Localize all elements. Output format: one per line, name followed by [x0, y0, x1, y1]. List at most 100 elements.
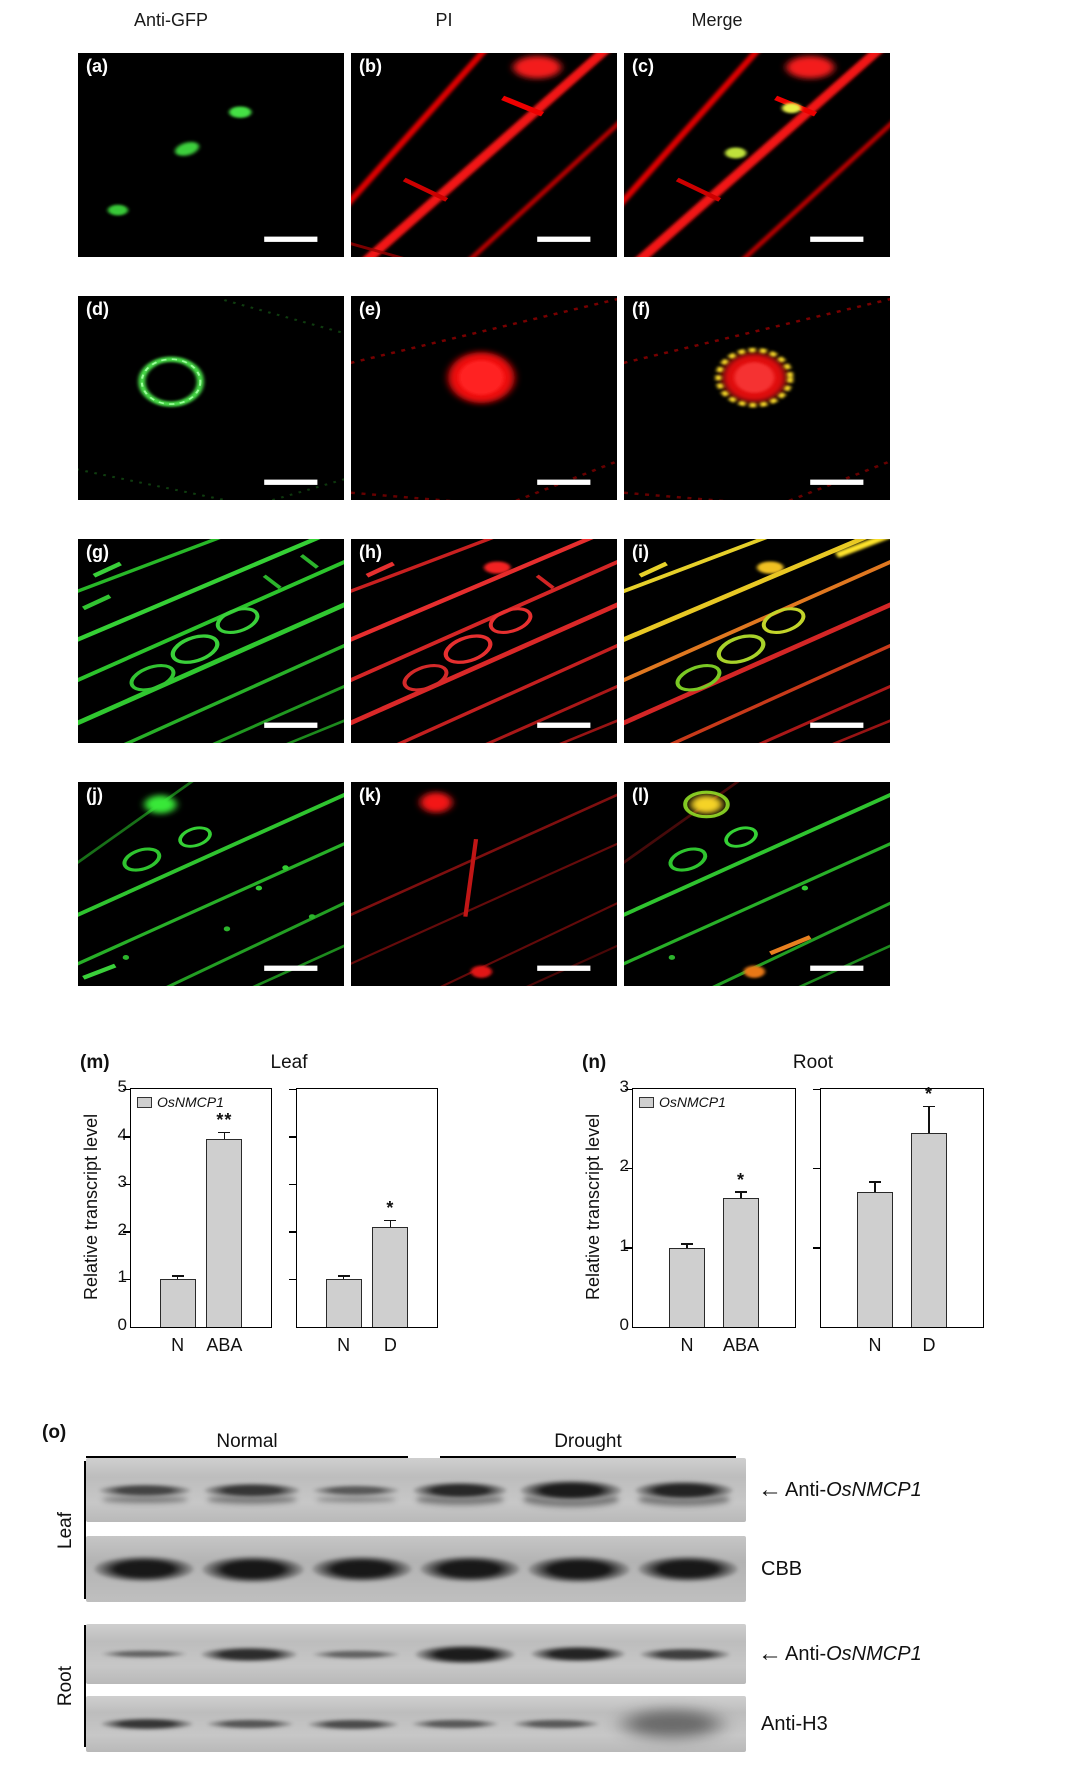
blot-band: [412, 1719, 499, 1729]
charts-row: (m) Leaf Relative transcript level 0 1 2 3 4…: [40, 1036, 1080, 1378]
y-axis-ticks: 0 1 2 3 4 5: [104, 1077, 130, 1334]
side-label-leaf: Leaf: [55, 1511, 76, 1549]
panel-label: (k): [359, 785, 381, 805]
blot-band: [640, 1647, 731, 1661]
bar: [159, 1279, 196, 1327]
y-tick-label: 3: [619, 1077, 629, 1096]
blot-band: [528, 1555, 630, 1583]
blot-band: [99, 1483, 192, 1497]
subplot: N * D: [289, 1088, 438, 1355]
panel-label: (d): [86, 299, 109, 319]
micro-panel-c: (c): [624, 53, 890, 257]
column-header-pi: PI: [435, 10, 453, 30]
blot-strips: Normal Drought ← Anti- OsNMCP1 CBB: [86, 1424, 922, 1752]
error-bar-cap: [384, 1219, 397, 1222]
y-tick-label: 2: [117, 1219, 127, 1239]
panel-label-o: (o): [42, 1422, 67, 1443]
blot-label-anti-osnmcp1: ← Anti- OsNMCP1: [758, 1640, 922, 1667]
bar: [325, 1279, 362, 1327]
scale-bar: [537, 236, 591, 242]
subplot: OsNMCP1 N * ABA: [625, 1088, 796, 1355]
scale-bar: [537, 722, 591, 728]
scale-bar: [810, 722, 864, 728]
blot-strip-leaf-cbb: [86, 1536, 746, 1602]
micro-panel-d: (d): [78, 296, 344, 500]
legend: OsNMCP1: [639, 1094, 726, 1110]
blot-band: [100, 1718, 193, 1730]
y-tick-label: 0: [117, 1315, 127, 1334]
y-tick-mark: [289, 1231, 297, 1233]
y-tick-label: 1: [117, 1267, 127, 1287]
micro-panel-i: (i): [624, 539, 890, 743]
micro-panel-b: (b): [351, 53, 617, 257]
error-bar: [389, 1221, 392, 1228]
y-tick-mark: [123, 1136, 131, 1138]
significance-marker: **: [216, 1110, 233, 1131]
significance-marker: *: [386, 1198, 395, 1219]
error-bar-cap: [337, 1275, 350, 1277]
side-label-root: Root: [55, 1665, 76, 1707]
scale-bar: [537, 479, 591, 485]
significance-marker: *: [736, 1169, 745, 1190]
y-tick-mark: [289, 1088, 297, 1090]
blot-band: [312, 1556, 412, 1582]
arrow-left-icon: ←: [758, 1640, 782, 1667]
legend-label: OsNMCP1: [659, 1094, 726, 1110]
error-bar: [740, 1192, 742, 1198]
blot-band: [519, 1479, 622, 1501]
panel-label: (a): [86, 56, 108, 76]
blot-band: [202, 1555, 304, 1583]
legend: OsNMCP1: [137, 1094, 224, 1110]
y-tick-mark: [289, 1278, 297, 1281]
subplot: N * D: [813, 1084, 984, 1355]
plot-area: 0 1 2 3 OsNMCP1 N * ABA N * D: [606, 1077, 984, 1362]
blot-band: [412, 1481, 507, 1499]
bracket-line: [84, 1624, 86, 1748]
blot-band: [101, 1650, 186, 1658]
y-tick-label: 5: [117, 1077, 127, 1096]
panel-label-n: (n): [582, 1052, 607, 1073]
condition-normal: Normal: [86, 1431, 408, 1458]
panel-label: (b): [359, 56, 382, 76]
scale-bar: [264, 236, 318, 242]
y-tick-mark: [813, 1247, 821, 1249]
y-tick-mark: [289, 1136, 297, 1138]
error-bar: [928, 1107, 930, 1133]
scale-bar: [810, 479, 864, 485]
blot-band: [634, 1480, 733, 1500]
blot-band: [313, 1649, 400, 1659]
micro-panel-l: (l): [624, 782, 890, 986]
x-tick-label: N: [337, 1335, 351, 1355]
y-tick-mark: [123, 1183, 131, 1186]
blot-label-cbb: CBB: [761, 1557, 803, 1580]
y-axis-ticks: 0 1 2 3: [606, 1077, 632, 1334]
panel-label-m: (m): [80, 1052, 110, 1073]
blot-strip-root-anti-h3: [86, 1696, 746, 1752]
blot-label-anti-h3: Anti-H3: [761, 1712, 828, 1735]
legend-label: OsNMCP1: [157, 1094, 224, 1110]
western-blot-panel: (o) Leaf Root Normal Drought: [40, 1422, 1080, 1752]
blot-band: [94, 1556, 194, 1582]
error-bar: [223, 1133, 226, 1139]
error-bar-cap: [681, 1243, 693, 1245]
column-headers: Anti-GFP PI Merge: [38, 10, 850, 31]
scale-bar: [810, 965, 864, 971]
error-bar-cap: [218, 1131, 231, 1134]
chart-title-leaf: Leaf: [270, 1052, 308, 1073]
error-bar-cap: [869, 1181, 881, 1183]
y-axis-label: Relative transcript level: [583, 1113, 603, 1301]
scale-bar: [810, 236, 864, 242]
error-bar-cap: [735, 1191, 747, 1193]
microscopy-grid: (a) (b): [38, 37, 890, 1002]
error-bar-cap: [923, 1105, 935, 1108]
y-tick-mark: [625, 1088, 633, 1090]
x-tick-label: N: [680, 1335, 694, 1355]
bar: [669, 1247, 705, 1327]
y-tick-mark: [123, 1278, 131, 1281]
scale-bar: [264, 965, 318, 971]
scale-bar: [264, 722, 318, 728]
blot-band: [307, 1718, 398, 1730]
bar: [723, 1197, 759, 1327]
